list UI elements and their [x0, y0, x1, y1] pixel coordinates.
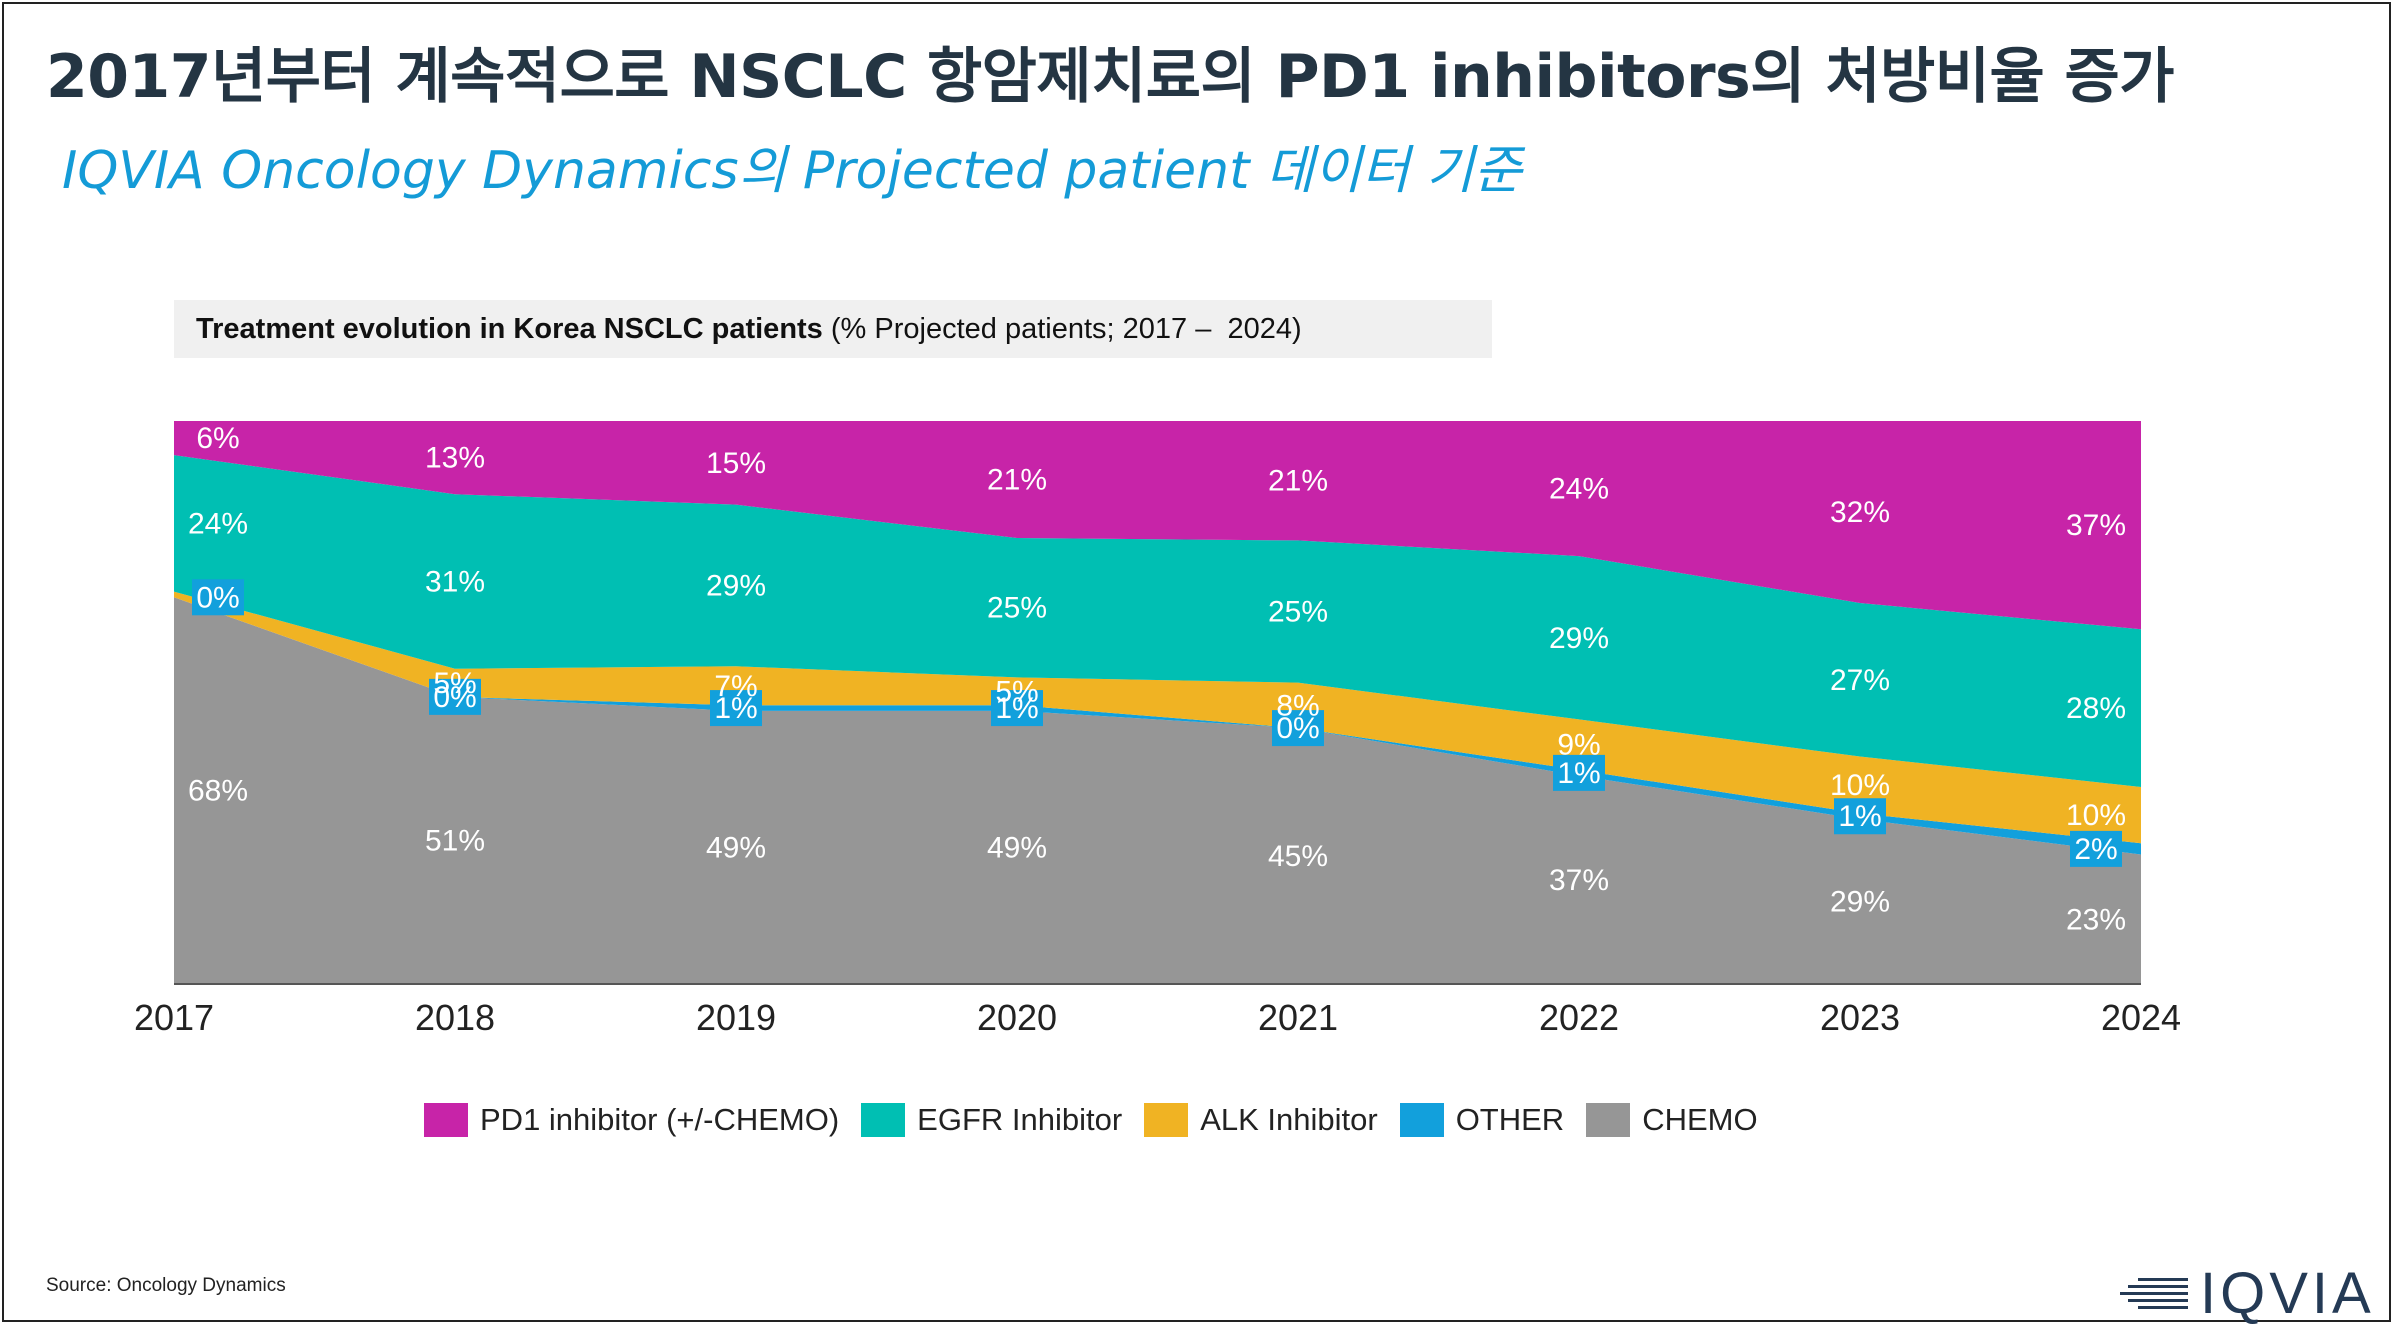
legend-label: ALK Inhibitor	[1200, 1102, 1378, 1137]
data-label: 29%	[1830, 886, 1890, 919]
source-note: Source: Oncology Dynamics	[46, 1275, 286, 1296]
data-label-other: 0%	[1272, 710, 1324, 747]
data-label-bg	[192, 579, 244, 616]
x-tick-label: 2021	[1258, 997, 1338, 1038]
data-label-other: 1%	[991, 690, 1043, 727]
data-label: 23%	[2066, 903, 2126, 936]
legend-swatch	[1144, 1103, 1189, 1137]
data-label: 2%	[2074, 833, 2117, 866]
data-label: 21%	[987, 464, 1047, 497]
data-label: 7%	[714, 670, 757, 703]
data-label-other: 1%	[1834, 798, 1886, 835]
chart-legend: PD1 inhibitor (+/-CHEMO) EGFR Inhibitor AL…	[424, 1102, 1780, 1138]
area-chemo	[174, 597, 2141, 984]
legend-label: EGFR Inhibitor	[917, 1102, 1123, 1137]
iqvia-logo: IQVIA	[2120, 1260, 2375, 1327]
data-label: 24%	[188, 507, 248, 540]
data-label: 24%	[1549, 473, 1609, 506]
data-label-bg	[429, 678, 481, 715]
legend-item: EGFR Inhibitor	[861, 1102, 1122, 1138]
data-label: 29%	[1549, 622, 1609, 655]
area-pd1-inhibitor-chemo-	[174, 421, 2141, 630]
data-label: 9%	[1557, 729, 1600, 762]
legend-swatch	[861, 1103, 906, 1137]
data-label: 5%	[433, 667, 476, 700]
data-label: 6%	[196, 422, 239, 455]
data-label: 28%	[2066, 692, 2126, 725]
data-label: 0%	[1276, 712, 1319, 745]
legend-item: OTHER	[1399, 1102, 1565, 1138]
data-label: 1%	[1838, 800, 1881, 833]
data-label: 1%	[995, 692, 1038, 725]
logo-stripes-icon	[2120, 1277, 2188, 1309]
data-label: 1%	[1557, 757, 1600, 790]
data-label: 27%	[1830, 664, 1890, 697]
data-label-bg	[2070, 830, 2122, 867]
data-label-other: 0%	[429, 678, 481, 715]
data-label: 32%	[1830, 496, 1890, 529]
data-label-other: 1%	[1553, 754, 1605, 791]
chart-header: Treatment evolution in Korea NSCLC patie…	[174, 300, 1492, 358]
x-tick-label: 2022	[1539, 997, 1619, 1038]
area-other	[174, 597, 2141, 855]
page-title: 2017년부터 계속적으로 NSCLC 항암제치료의 PD1 inhibitor…	[46, 42, 2174, 112]
data-label-other: 2%	[2070, 830, 2122, 867]
data-label: 25%	[1268, 596, 1328, 629]
data-label: 15%	[706, 447, 766, 480]
data-label: 31%	[425, 565, 485, 598]
data-label: 13%	[425, 442, 485, 475]
data-label: 49%	[706, 831, 766, 864]
data-label-bg	[991, 690, 1043, 727]
data-label: 21%	[1268, 465, 1328, 498]
area-alk-inhibitor	[174, 591, 2141, 844]
legend-swatch	[1399, 1103, 1444, 1137]
x-tick-label: 2018	[415, 997, 495, 1038]
data-label: 51%	[425, 824, 485, 857]
data-label: 37%	[1549, 864, 1609, 897]
x-tick-label: 2019	[696, 997, 776, 1038]
data-label-bg	[1553, 754, 1605, 791]
chart-header-bold: Treatment evolution in Korea NSCLC patie…	[196, 312, 823, 345]
legend-item: ALK Inhibitor	[1144, 1102, 1378, 1138]
legend-item: PD1 inhibitor (+/-CHEMO)	[424, 1102, 839, 1138]
data-label: 5%	[995, 675, 1038, 708]
legend-swatch	[424, 1103, 468, 1137]
legend-label: OTHER	[1455, 1102, 1565, 1137]
data-label: 10%	[1830, 769, 1890, 802]
data-label: 10%	[2066, 799, 2126, 832]
page-subtitle: IQVIA Oncology Dynamics의 Projected patie…	[62, 141, 1522, 201]
data-label: 37%	[2066, 509, 2126, 542]
data-label: 8%	[1276, 689, 1319, 722]
data-label: 0%	[196, 581, 239, 614]
area-egfr-inhibitor	[174, 455, 2141, 787]
legend-swatch	[1586, 1103, 1631, 1137]
x-tick-label: 2023	[1820, 997, 1900, 1038]
data-label: 68%	[188, 775, 248, 808]
data-label-bg	[710, 690, 762, 727]
logo-text: IQVIA	[2200, 1261, 2375, 1326]
data-label: 1%	[714, 692, 757, 725]
legend-label: CHEMO	[1642, 1102, 1758, 1137]
data-label: 45%	[1268, 840, 1328, 873]
data-label: 25%	[987, 592, 1047, 625]
legend-item: CHEMO	[1586, 1102, 1758, 1138]
data-label-other: 1%	[710, 690, 762, 727]
chart-header-normal: (% Projected patients; 2017 – 2024)	[822, 312, 1302, 345]
data-label: 49%	[987, 831, 1047, 864]
x-tick-label: 2017	[134, 997, 214, 1038]
data-label: 29%	[706, 569, 766, 602]
x-tick-label: 2020	[977, 997, 1057, 1038]
x-tick-label: 2024	[2101, 997, 2181, 1038]
legend-label: PD1 inhibitor (+/-CHEMO)	[480, 1102, 840, 1137]
data-label-other: 0%	[192, 579, 244, 616]
data-label-bg	[1272, 710, 1324, 747]
data-label: 0%	[433, 681, 476, 714]
data-label-bg	[1834, 798, 1886, 835]
